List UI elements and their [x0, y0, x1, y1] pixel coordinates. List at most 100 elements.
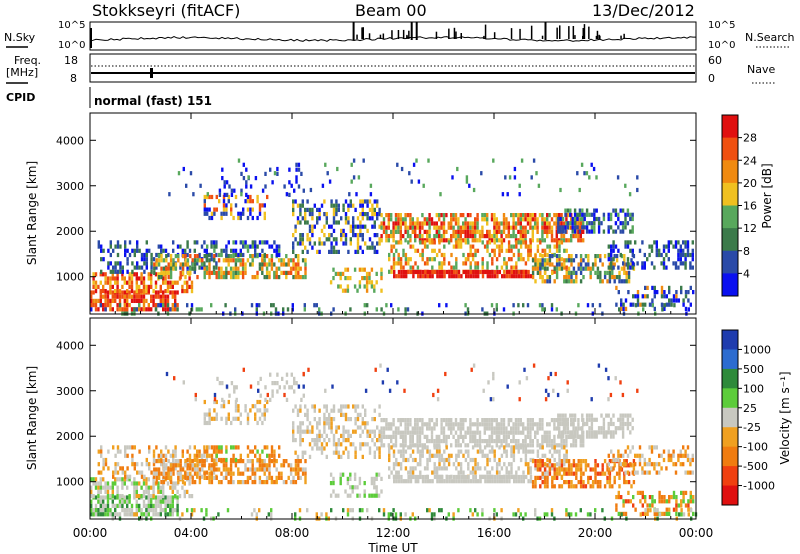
range-gate-cell	[397, 449, 400, 454]
range-gate-cell	[371, 417, 374, 422]
range-gate-cell	[119, 269, 122, 274]
range-gate-cell	[464, 257, 468, 262]
range-gate-cell	[282, 262, 286, 267]
range-gate-cell	[104, 276, 107, 281]
range-gate-cell	[471, 221, 474, 226]
range-gate-cell	[118, 512, 122, 517]
range-gate-cell	[292, 199, 295, 204]
range-gate-cell	[504, 175, 507, 180]
range-gate-cell	[610, 244, 613, 249]
range-gate-cell	[631, 225, 634, 230]
range-gate-cell	[433, 462, 436, 467]
range-gate-cell	[663, 499, 666, 504]
range-gate-cell	[250, 303, 254, 308]
range-gate-cell	[397, 462, 400, 467]
range-gate-cell	[332, 276, 335, 281]
range-gate-cell	[289, 258, 293, 263]
range-gate-cell	[373, 433, 376, 438]
range-gate-cell	[378, 212, 381, 217]
range-gate-cell	[184, 463, 187, 468]
range-gate-cell	[529, 274, 533, 279]
range-gate-cell	[539, 467, 542, 472]
range-gate-cell	[629, 212, 632, 217]
range-gate-cell	[301, 237, 304, 242]
range-gate-cell	[114, 495, 117, 500]
range-gate-cell	[423, 261, 427, 266]
range-gate-cell	[304, 245, 307, 250]
range-gate-cell	[373, 220, 376, 225]
range-gate-cell	[193, 269, 196, 274]
range-gate-cell	[157, 303, 160, 308]
range-gate-cell	[565, 238, 568, 243]
range-gate-cell	[111, 489, 114, 494]
range-gate-cell	[608, 480, 612, 485]
range-gate-cell	[582, 229, 585, 234]
range-gate-cell	[531, 238, 534, 243]
range-gate-cell	[594, 480, 597, 485]
range-gate-cell	[286, 307, 290, 312]
range-gate-cell	[536, 475, 540, 480]
range-gate-cell	[457, 426, 460, 431]
range-gate-cell	[679, 261, 682, 266]
range-gate-cell	[363, 489, 366, 494]
range-gate-cell	[387, 213, 390, 218]
range-gate-cell	[325, 212, 328, 217]
range-gate-cell	[121, 269, 124, 274]
range-gate-cell	[121, 466, 124, 471]
range-gate-cell	[388, 466, 391, 471]
range-gate-cell	[529, 443, 532, 448]
range-gate-cell	[650, 244, 654, 249]
range-gate-cell	[419, 274, 422, 279]
sky-panel-frame	[89, 21, 697, 51]
range-gate-cell	[517, 217, 520, 222]
range-gate-cell	[294, 512, 297, 517]
range-gate-cell	[347, 417, 350, 422]
range-gate-cell	[529, 457, 532, 463]
range-gate-cell	[558, 484, 561, 489]
range-gate-cell	[162, 307, 165, 312]
range-gate-cell	[481, 449, 484, 454]
range-gate-cell	[433, 439, 436, 444]
range-gate-cell	[411, 443, 414, 448]
range-gate-cell	[436, 479, 439, 484]
range-gate-cell	[94, 280, 98, 285]
range-gate-cell	[594, 254, 597, 259]
range-gate-cell	[378, 241, 381, 246]
range-gate-cell	[488, 434, 491, 439]
range-gate-cell	[538, 303, 542, 308]
range-gate-cell	[443, 457, 446, 463]
range-gate-cell	[617, 212, 620, 217]
range-gate-cell	[107, 248, 110, 253]
range-gate-cell	[375, 489, 378, 494]
range-gate-cell	[330, 429, 333, 434]
range-gate-cell	[414, 225, 417, 230]
range-gate-cell	[354, 408, 357, 413]
range-gate-cell	[561, 225, 565, 230]
range-gate-cell	[341, 472, 345, 477]
range-gate-cell	[225, 203, 228, 208]
range-gate-cell	[160, 480, 163, 485]
range-gate-cell	[375, 307, 378, 312]
range-gate-cell	[107, 265, 110, 270]
range-gate-cell	[517, 269, 521, 275]
range-gate-cell	[328, 233, 331, 238]
range-gate-cell	[242, 207, 245, 212]
range-gate-cell	[273, 453, 276, 458]
range-gate-cell	[433, 466, 436, 471]
range-gate-cell	[273, 275, 276, 280]
range-gate-cell	[299, 212, 302, 217]
range-gate-cell	[280, 262, 283, 267]
range-gate-cell	[116, 289, 119, 294]
range-gate-cell	[169, 475, 173, 480]
range-gate-cell	[397, 470, 400, 475]
range-gate-cell	[469, 418, 472, 423]
range-gate-cell	[619, 417, 622, 422]
range-gate-cell	[361, 429, 364, 434]
range-gate-cell	[579, 443, 582, 448]
range-gate-cell	[476, 265, 480, 270]
range-gate-cell	[385, 426, 388, 431]
range-gate-cell	[502, 426, 506, 431]
range-gate-cell	[160, 248, 163, 253]
range-gate-cell	[632, 467, 636, 472]
range-gate-cell	[653, 265, 656, 270]
